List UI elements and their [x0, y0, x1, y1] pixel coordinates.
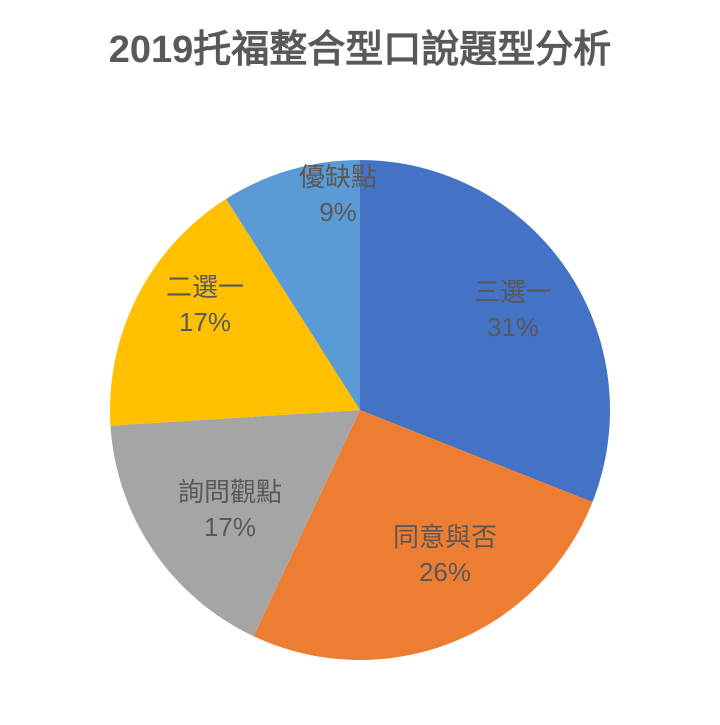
slice-percent: 31% [474, 310, 552, 345]
slice-percent: 26% [393, 555, 497, 590]
slice-label: 同意與否26% [393, 520, 497, 590]
slice-percent: 17% [166, 305, 244, 340]
slice-name: 優缺點 [299, 160, 377, 195]
chart-container: 2019托福整合型口說題型分析 三選一31%同意與否26%詢問觀點17%二選一1… [0, 0, 720, 725]
slice-name: 詢問觀點 [178, 475, 282, 510]
slice-label: 三選一31% [474, 275, 552, 345]
slice-label: 二選一17% [166, 270, 244, 340]
slice-name: 二選一 [166, 270, 244, 305]
slice-name: 同意與否 [393, 520, 497, 555]
slice-percent: 9% [299, 195, 377, 230]
pie-chart [0, 0, 720, 725]
slice-percent: 17% [178, 510, 282, 545]
slice-label: 優缺點9% [299, 160, 377, 230]
slice-name: 三選一 [474, 275, 552, 310]
slice-label: 詢問觀點17% [178, 475, 282, 545]
